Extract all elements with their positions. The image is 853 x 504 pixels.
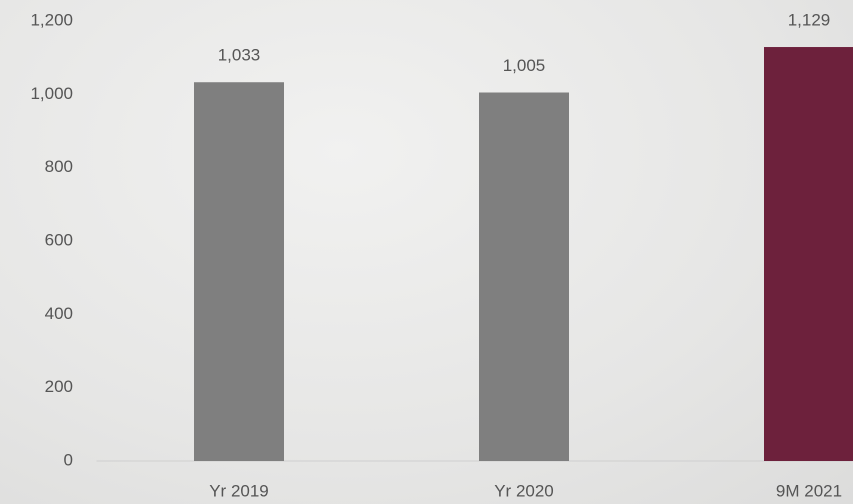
value-label: 1,129 (788, 11, 831, 30)
y-tick-label: 800 (45, 157, 73, 176)
value-label: 1,005 (503, 56, 546, 75)
bar (764, 47, 853, 462)
y-tick-label: 1,000 (30, 84, 73, 103)
y-tick-label: 200 (45, 377, 73, 396)
x-tick-label: Yr 2020 (494, 481, 554, 500)
y-tick-label: 1,200 (30, 10, 73, 29)
y-tick-label: 0 (64, 450, 73, 469)
x-tick-label: 9M 2021 (776, 481, 842, 500)
x-tick-label: Yr 2019 (209, 481, 269, 500)
bar (194, 82, 284, 461)
bar (479, 92, 569, 461)
value-label: 1,033 (218, 46, 261, 65)
y-tick-label: 400 (45, 304, 73, 323)
y-tick-label: 600 (45, 230, 73, 249)
